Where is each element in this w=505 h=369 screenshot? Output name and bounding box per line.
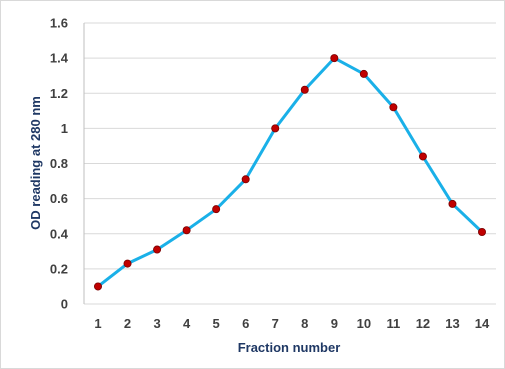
data-point [448, 199, 457, 208]
data-point [330, 54, 339, 63]
gridlines [83, 22, 496, 305]
x-tick-label: 1 [94, 316, 101, 331]
data-point [212, 205, 221, 214]
x-axis-title: Fraction number [238, 340, 341, 355]
x-tick-labels: 1 2 3 4 5 6 7 8 9 10 11 12 13 14 [94, 316, 490, 331]
data-point [153, 245, 162, 254]
y-tick-label: 1.6 [50, 16, 68, 31]
x-tick-label: 6 [242, 316, 249, 331]
series-layer [94, 54, 486, 291]
x-tick-label: 8 [301, 316, 308, 331]
x-tick-label: 13 [445, 316, 459, 331]
y-tick-label: 0.8 [50, 156, 68, 171]
data-point [300, 85, 309, 94]
x-tick-label: 10 [357, 316, 371, 331]
data-point [182, 226, 191, 235]
data-point [418, 152, 427, 161]
y-tick-label: 1.4 [50, 51, 69, 66]
data-point [359, 69, 368, 78]
data-point [477, 227, 486, 236]
x-tick-label: 7 [272, 316, 279, 331]
data-point [389, 103, 398, 112]
x-tick-label: 14 [475, 316, 490, 331]
y-tick-label: 1.2 [50, 86, 68, 101]
x-tick-label: 5 [213, 316, 220, 331]
x-tick-label: 2 [124, 316, 131, 331]
x-tick-label: 9 [331, 316, 338, 331]
y-tick-label: 0.2 [50, 261, 68, 276]
data-point [271, 124, 280, 133]
series-line [96, 56, 484, 288]
x-tick-label: 12 [416, 316, 430, 331]
data-point [94, 282, 103, 291]
y-axis-title: OD reading at 280 nm [28, 96, 43, 230]
x-tick-label: 4 [183, 316, 191, 331]
y-tick-label: 0 [61, 297, 68, 312]
data-point [241, 175, 250, 184]
x-tick-label: 3 [153, 316, 160, 331]
y-tick-labels: 0 0.2 0.4 0.6 0.8 1 1.2 1.4 1.6 [50, 16, 69, 312]
data-point [123, 259, 132, 268]
y-tick-label: 1 [61, 121, 68, 136]
x-tick-label: 11 [387, 316, 401, 331]
y-tick-label: 0.6 [50, 191, 68, 206]
y-tick-label: 0.4 [50, 226, 69, 241]
